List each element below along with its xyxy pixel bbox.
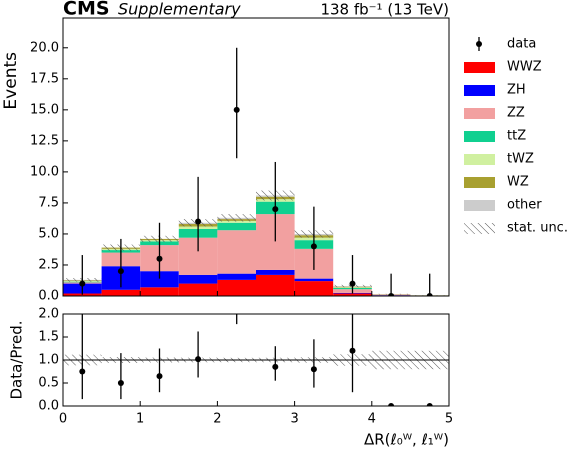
stack-segment bbox=[294, 278, 334, 282]
stack-segment bbox=[101, 289, 141, 296]
y-tick-label: 5.0 bbox=[38, 226, 59, 241]
legend-entry: stat. unc. bbox=[464, 221, 568, 236]
data-point bbox=[388, 293, 395, 296]
stack-segment bbox=[256, 269, 295, 275]
x-tick-label: 0 bbox=[59, 412, 67, 427]
legend: data WWZ ZH ZZ ttZ tWZ WZ other stat. unc. bbox=[464, 37, 568, 236]
x-tick-label: 3 bbox=[290, 412, 298, 427]
legend-entry: data bbox=[476, 37, 536, 52]
stack-segment bbox=[217, 273, 256, 280]
legend-label: data bbox=[507, 37, 536, 52]
data-point bbox=[349, 280, 356, 287]
legend-label: WZ bbox=[507, 175, 529, 190]
legend-swatch bbox=[464, 177, 495, 188]
legend-label: WWZ bbox=[507, 60, 542, 75]
legend-entry: WWZ bbox=[464, 60, 542, 75]
y-tick-label: 2.5 bbox=[38, 257, 59, 272]
x-axis-label: ΔR(ℓ₀ᵂ, ℓ₁ᵂ) bbox=[364, 431, 449, 449]
ratio-y-tick-label: 2.0 bbox=[38, 307, 59, 322]
ratio-y-tick-label: 0.0 bbox=[38, 399, 59, 414]
legend-label: ttZ bbox=[507, 129, 526, 144]
ratio-plot-area bbox=[63, 314, 449, 406]
y-tick-label: 12.5 bbox=[30, 133, 59, 148]
ratio-y-tick-label: 1.5 bbox=[38, 330, 59, 345]
legend-data-marker bbox=[476, 41, 482, 47]
stack-segment bbox=[333, 293, 372, 296]
stack-segment bbox=[178, 283, 218, 296]
ratio-point bbox=[310, 366, 317, 373]
lumi-label: 138 fb⁻¹ (13 TeV) bbox=[320, 1, 449, 19]
stack-segment bbox=[140, 271, 179, 288]
stack-segment bbox=[217, 230, 256, 274]
stack-segment bbox=[256, 274, 295, 296]
main-panel: 0.0 2.5 5.0 7.5 10.0 12.5 15.0 17.5 20.0 bbox=[30, 17, 450, 304]
legend-entry: WZ bbox=[464, 175, 529, 190]
legend-swatch bbox=[464, 85, 495, 96]
y-tick-label: 0.0 bbox=[38, 289, 59, 304]
main-plot-area bbox=[63, 47, 449, 296]
data-point bbox=[272, 206, 279, 213]
y-axis-label: Events bbox=[1, 52, 21, 110]
stat-unc-band bbox=[217, 214, 256, 222]
x-tick-label: 2 bbox=[213, 412, 221, 427]
data-point bbox=[310, 243, 317, 250]
ratio-point bbox=[426, 403, 433, 406]
stack-segment bbox=[178, 274, 218, 284]
ratio-point bbox=[156, 373, 163, 380]
legend-label: tWZ bbox=[507, 152, 534, 167]
ratio-point bbox=[117, 380, 124, 386]
ratio-point bbox=[349, 347, 356, 354]
y-tick-label: 15.0 bbox=[30, 102, 59, 117]
data-point bbox=[117, 268, 124, 275]
legend-swatch bbox=[464, 200, 495, 211]
ratio-y-tick-label: 1.0 bbox=[38, 353, 59, 368]
y-tick-label: 20.0 bbox=[30, 40, 59, 55]
ratio-point bbox=[79, 368, 86, 375]
legend-label: other bbox=[507, 198, 542, 213]
legend-entry: other bbox=[464, 198, 542, 213]
data-point bbox=[426, 293, 433, 296]
legend-swatch bbox=[464, 131, 495, 142]
stack-segment bbox=[217, 220, 256, 223]
legend-entry: ZZ bbox=[464, 106, 525, 121]
data-point bbox=[233, 106, 240, 113]
legend-label: ZH bbox=[507, 83, 526, 98]
cms-label: CMS bbox=[63, 0, 110, 20]
y-tick-label: 17.5 bbox=[30, 71, 59, 86]
legend-entry: ZH bbox=[464, 83, 526, 98]
legend-swatch bbox=[464, 108, 495, 119]
legend-entry: ttZ bbox=[464, 129, 526, 144]
ratio-point bbox=[195, 356, 202, 363]
legend-swatch bbox=[464, 62, 495, 73]
ratio-point bbox=[388, 403, 395, 406]
legend-swatch bbox=[464, 223, 495, 234]
x-tick-label: 1 bbox=[136, 412, 144, 427]
x-tick-label: 5 bbox=[445, 412, 453, 427]
ratio-y-axis-label: Data/Pred. bbox=[8, 320, 26, 399]
stack-segment bbox=[140, 287, 179, 296]
legend-entry: tWZ bbox=[464, 152, 534, 167]
supplementary-label: Supplementary bbox=[118, 0, 241, 19]
legend-label: ZZ bbox=[507, 106, 525, 121]
y-tick-label: 10.0 bbox=[30, 164, 59, 179]
legend-swatch bbox=[464, 154, 495, 165]
stack-segment bbox=[217, 279, 256, 296]
data-point bbox=[195, 218, 202, 225]
legend-label: stat. unc. bbox=[507, 221, 568, 236]
main-frame bbox=[62, 17, 450, 297]
data-point bbox=[156, 255, 163, 262]
y-tick-label: 7.5 bbox=[38, 195, 59, 210]
ratio-y-tick-label: 0.5 bbox=[38, 376, 59, 391]
x-tick-label: 4 bbox=[368, 412, 376, 427]
ratio-point bbox=[272, 363, 279, 370]
data-point bbox=[79, 280, 86, 287]
stack-segment bbox=[217, 222, 256, 231]
ratio-panel: 0.0 0.5 1.0 1.5 2.0 0 1 2 3 4 5 bbox=[38, 307, 453, 427]
stack-segment bbox=[294, 281, 334, 296]
